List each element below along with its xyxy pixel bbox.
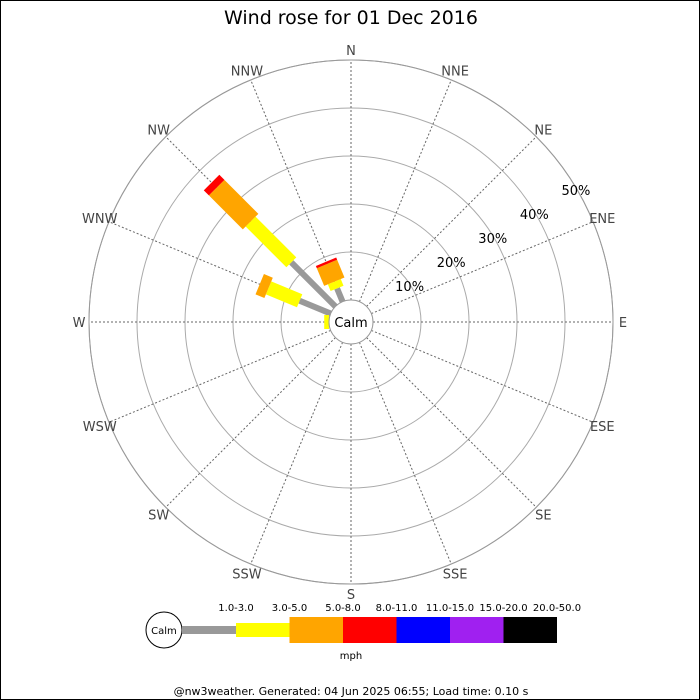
bar-nnw-8.0-11.0 (315, 257, 338, 269)
bar-nnw-3.0-5.0 (327, 279, 344, 292)
legend-swatch-15.0-20.0 (450, 617, 504, 643)
chart-title: Wind rose for 01 Dec 2016 (224, 7, 478, 29)
outer-ring (88, 59, 614, 585)
direction-label-nnw: NNW (231, 65, 263, 80)
legend-swatch-1.0-3.0 (182, 626, 236, 634)
percent-label: 40% (520, 208, 549, 223)
direction-label-wnw: WNW (82, 212, 118, 227)
legend-swatch-20.0-50.0 (503, 617, 557, 643)
calm-center: Calm (328, 299, 374, 345)
direction-label-se: SE (535, 508, 551, 523)
bar-wnw-5.0-8.0 (255, 274, 273, 299)
direction-label-sw: SW (148, 508, 169, 523)
percent-label: 50% (561, 184, 590, 199)
direction-label-ene: ENE (589, 212, 615, 227)
direction-label-n: N (346, 44, 356, 59)
legend: Calm 1.0-3.0 3.0-5.0 5.0-8.0 8.0-11.0 11.0-1… (145, 603, 581, 662)
direction-label-ne: NE (534, 124, 552, 139)
bar-wnw-3.0-5.0 (265, 281, 303, 308)
legend-label: 1.0-3.0 (218, 603, 253, 614)
direction-label-wsw: WSW (83, 420, 117, 435)
percent-label: 30% (478, 232, 507, 247)
calm-label: Calm (334, 316, 367, 331)
spoke-ssw (250, 342, 344, 565)
bar-nw-1.0-3.0 (289, 260, 338, 309)
legend-swatch-3.0-5.0 (236, 623, 290, 637)
wind-bars (203, 174, 346, 329)
legend-unit: mph (340, 651, 362, 662)
footer-text: @nw3weather. Generated: 04 Jun 2025 06:5… (174, 685, 529, 698)
direction-label-nw: NW (147, 124, 170, 139)
bar-wnw-1.0-3.0 (298, 297, 332, 317)
spoke-se (366, 337, 537, 508)
percent-label: 20% (437, 256, 466, 271)
direction-label-e: E (619, 316, 627, 331)
direction-label-s: S (347, 588, 355, 603)
legend-label: 20.0-50.0 (533, 603, 581, 614)
direction-label-sse: SSE (443, 567, 468, 582)
spoke-ese (371, 329, 594, 423)
legend-swatch-8.0-11.0 (343, 617, 397, 643)
spoke-ne (366, 136, 537, 307)
legend-label: 8.0-11.0 (376, 603, 418, 614)
bar-nnw-1.0-3.0 (334, 287, 346, 303)
spoke-sw (165, 337, 336, 508)
percent-label: 10% (395, 280, 424, 295)
direction-label-ese: ESE (590, 420, 615, 435)
bar-nw-8.0-11.0 (203, 174, 225, 196)
spoke-ene (371, 221, 594, 315)
percent-labels: 10% 20% 30% 40% 50% (395, 184, 590, 295)
bar-nw-3.0-5.0 (245, 216, 297, 268)
direction-label-nne: NNE (441, 65, 469, 80)
spoke-sse (358, 342, 452, 565)
calm-circle (328, 299, 374, 345)
legend-swatch-11.0-15.0 (396, 617, 450, 643)
legend-swatch-5.0-8.0 (289, 617, 343, 643)
bar-nw-5.0-8.0 (208, 179, 259, 230)
direction-label-w: W (73, 316, 86, 331)
direction-label-ssw: SSW (232, 567, 262, 582)
legend-label: 15.0-20.0 (479, 603, 527, 614)
spoke-wsw (108, 329, 331, 423)
direction-labels: N NNE NE ENE E ESE SE SSE S SSW SW WSW W WNW NW NNW (73, 44, 628, 603)
legend-label: 3.0-5.0 (272, 603, 307, 614)
legend-label: 11.0-15.0 (426, 603, 474, 614)
spoke-nne (358, 79, 452, 302)
bar-nnw-5.0-8.0 (316, 259, 345, 286)
legend-label: 5.0-8.0 (325, 603, 360, 614)
legend-calm-label: Calm (151, 626, 177, 637)
